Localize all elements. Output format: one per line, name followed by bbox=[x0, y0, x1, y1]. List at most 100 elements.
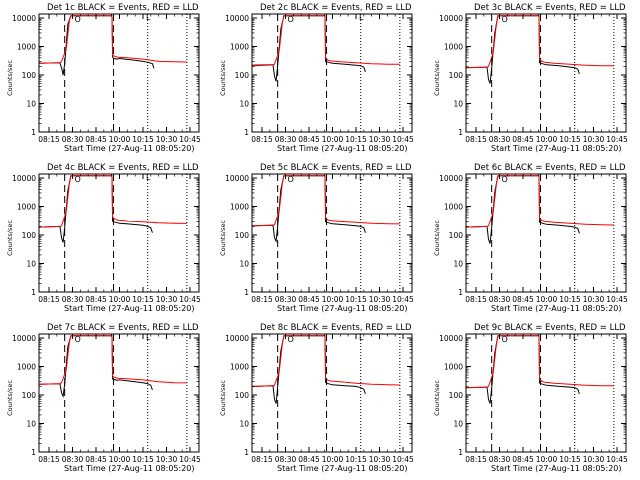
annotation-l: L bbox=[359, 173, 364, 182]
x-axis-label: Start Time (27-Aug-11 08:05:20) bbox=[64, 464, 195, 473]
lld-series-line bbox=[466, 335, 614, 389]
y-tick-label: 1 bbox=[458, 288, 463, 297]
annotation-o: O bbox=[288, 335, 294, 344]
events-series-line bbox=[39, 175, 153, 243]
annotation-o: O bbox=[502, 175, 508, 184]
y-tick-label: 1000 bbox=[444, 203, 463, 212]
x-tick-label: 10:30 bbox=[369, 135, 391, 144]
y-tick-label: 10000 bbox=[225, 334, 249, 343]
plot-frame bbox=[465, 173, 627, 293]
x-tick-label: 08:15 bbox=[38, 295, 60, 304]
y-tick-label: 100 bbox=[449, 71, 464, 80]
annotation-o: O bbox=[75, 175, 81, 184]
events-series-line bbox=[252, 15, 366, 82]
y-tick-label: 10000 bbox=[439, 174, 463, 183]
y-tick-label: 1000 bbox=[230, 363, 249, 372]
y-tick-label: 1000 bbox=[444, 43, 463, 52]
y-tick-label: 100 bbox=[22, 71, 37, 80]
y-tick-label: 1000 bbox=[17, 43, 36, 52]
events-series-line bbox=[466, 15, 580, 84]
x-tick-label: 08:15 bbox=[465, 135, 487, 144]
x-tick-label: 10:30 bbox=[156, 135, 178, 144]
lld-series-line bbox=[39, 15, 187, 64]
y-tick-label: 1000 bbox=[17, 363, 36, 372]
x-tick-label: 10:30 bbox=[156, 455, 178, 464]
x-tick-label: 10:15 bbox=[132, 135, 154, 144]
panel-title: Det 3c BLACK = Events, RED = LLD bbox=[474, 3, 626, 13]
y-tick-label: 10 bbox=[239, 420, 249, 429]
x-tick-label: 10:45 bbox=[179, 295, 201, 304]
y-tick-label: 10000 bbox=[225, 14, 249, 23]
events-series-line bbox=[466, 175, 580, 244]
annotation-o: O bbox=[288, 175, 294, 184]
panel: Det 2c BLACK = Events, RED = LLD O L 1 10 100… bbox=[219, 3, 414, 153]
y-tick-label: 1000 bbox=[17, 203, 36, 212]
panel-title: Det 9c BLACK = Events, RED = LLD bbox=[474, 323, 626, 333]
annotation-o: O bbox=[502, 15, 508, 24]
y-tick-label: 100 bbox=[235, 391, 250, 400]
x-tick-label: 10:30 bbox=[156, 295, 178, 304]
panel-title: Det 1c BLACK = Events, RED = LLD bbox=[47, 3, 199, 13]
y-tick-label: 1000 bbox=[230, 43, 249, 52]
lld-series-line bbox=[39, 335, 187, 385]
x-tick-label: 10:00 bbox=[109, 135, 131, 144]
x-tick-label: 10:30 bbox=[583, 295, 605, 304]
x-tick-label: 10:00 bbox=[322, 295, 344, 304]
annotation-o: O bbox=[75, 15, 81, 24]
x-tick-label: 10:15 bbox=[345, 455, 367, 464]
y-tick-label: 100 bbox=[235, 231, 250, 240]
y-tick-label: 10000 bbox=[225, 174, 249, 183]
y-tick-label: 100 bbox=[449, 231, 464, 240]
x-tick-label: 08:15 bbox=[465, 295, 487, 304]
x-tick-label: 08:30 bbox=[489, 295, 511, 304]
panel: Det 7c BLACK = Events, RED = LLD O L 1 10 100… bbox=[6, 323, 201, 473]
y-axis-label: Counts/sec bbox=[219, 220, 227, 256]
events-series-line bbox=[252, 335, 366, 404]
x-tick-label: 10:15 bbox=[132, 455, 154, 464]
y-tick-label: 10 bbox=[239, 260, 249, 269]
panel: Det 4c BLACK = Events, RED = LLD O L 1 10 100… bbox=[6, 163, 201, 313]
annotation-l: L bbox=[359, 13, 364, 22]
x-tick-label: 10:45 bbox=[606, 295, 628, 304]
y-axis-label: Counts/sec bbox=[6, 220, 14, 256]
plot-frame bbox=[251, 13, 413, 133]
x-tick-label: 10:30 bbox=[369, 295, 391, 304]
x-axis-label: Start Time (27-Aug-11 08:05:20) bbox=[277, 304, 408, 313]
x-tick-label: 10:15 bbox=[345, 135, 367, 144]
x-tick-label: 08:15 bbox=[38, 135, 60, 144]
annotation-l: L bbox=[573, 333, 578, 342]
lld-series-line bbox=[466, 175, 614, 228]
x-tick-label: 08:15 bbox=[251, 295, 273, 304]
x-tick-label: 08:15 bbox=[465, 455, 487, 464]
panel-title: Det 5c BLACK = Events, RED = LLD bbox=[260, 163, 412, 173]
y-tick-label: 1 bbox=[31, 128, 36, 137]
x-tick-label: 08:45 bbox=[298, 295, 320, 304]
panel: Det 6c BLACK = Events, RED = LLD O L 1 10 100… bbox=[433, 163, 628, 313]
plot-frame bbox=[465, 13, 627, 133]
y-tick-label: 1000 bbox=[444, 363, 463, 372]
x-tick-label: 08:30 bbox=[489, 455, 511, 464]
y-tick-label: 1 bbox=[244, 128, 249, 137]
panel-title: Det 4c BLACK = Events, RED = LLD bbox=[47, 163, 199, 173]
x-tick-label: 10:45 bbox=[392, 135, 414, 144]
y-tick-label: 100 bbox=[449, 391, 464, 400]
plot-frame bbox=[38, 333, 200, 453]
panel: Det 3c BLACK = Events, RED = LLD O L 1 10 100… bbox=[433, 3, 628, 153]
y-tick-label: 100 bbox=[235, 71, 250, 80]
x-tick-label: 10:00 bbox=[322, 135, 344, 144]
x-tick-label: 08:45 bbox=[298, 455, 320, 464]
y-tick-label: 1 bbox=[458, 448, 463, 457]
x-tick-label: 10:45 bbox=[179, 455, 201, 464]
annotation-l: L bbox=[573, 173, 578, 182]
annotation-l: L bbox=[146, 13, 151, 22]
x-axis-label: Start Time (27-Aug-11 08:05:20) bbox=[277, 144, 408, 153]
x-tick-label: 08:45 bbox=[512, 295, 534, 304]
x-tick-label: 08:30 bbox=[62, 135, 84, 144]
x-axis-label: Start Time (27-Aug-11 08:05:20) bbox=[277, 464, 408, 473]
x-axis-label: Start Time (27-Aug-11 08:05:20) bbox=[491, 304, 622, 313]
panel-title: Det 2c BLACK = Events, RED = LLD bbox=[260, 3, 412, 13]
events-series-line bbox=[252, 175, 366, 244]
x-tick-label: 10:45 bbox=[392, 295, 414, 304]
x-tick-label: 08:30 bbox=[62, 295, 84, 304]
